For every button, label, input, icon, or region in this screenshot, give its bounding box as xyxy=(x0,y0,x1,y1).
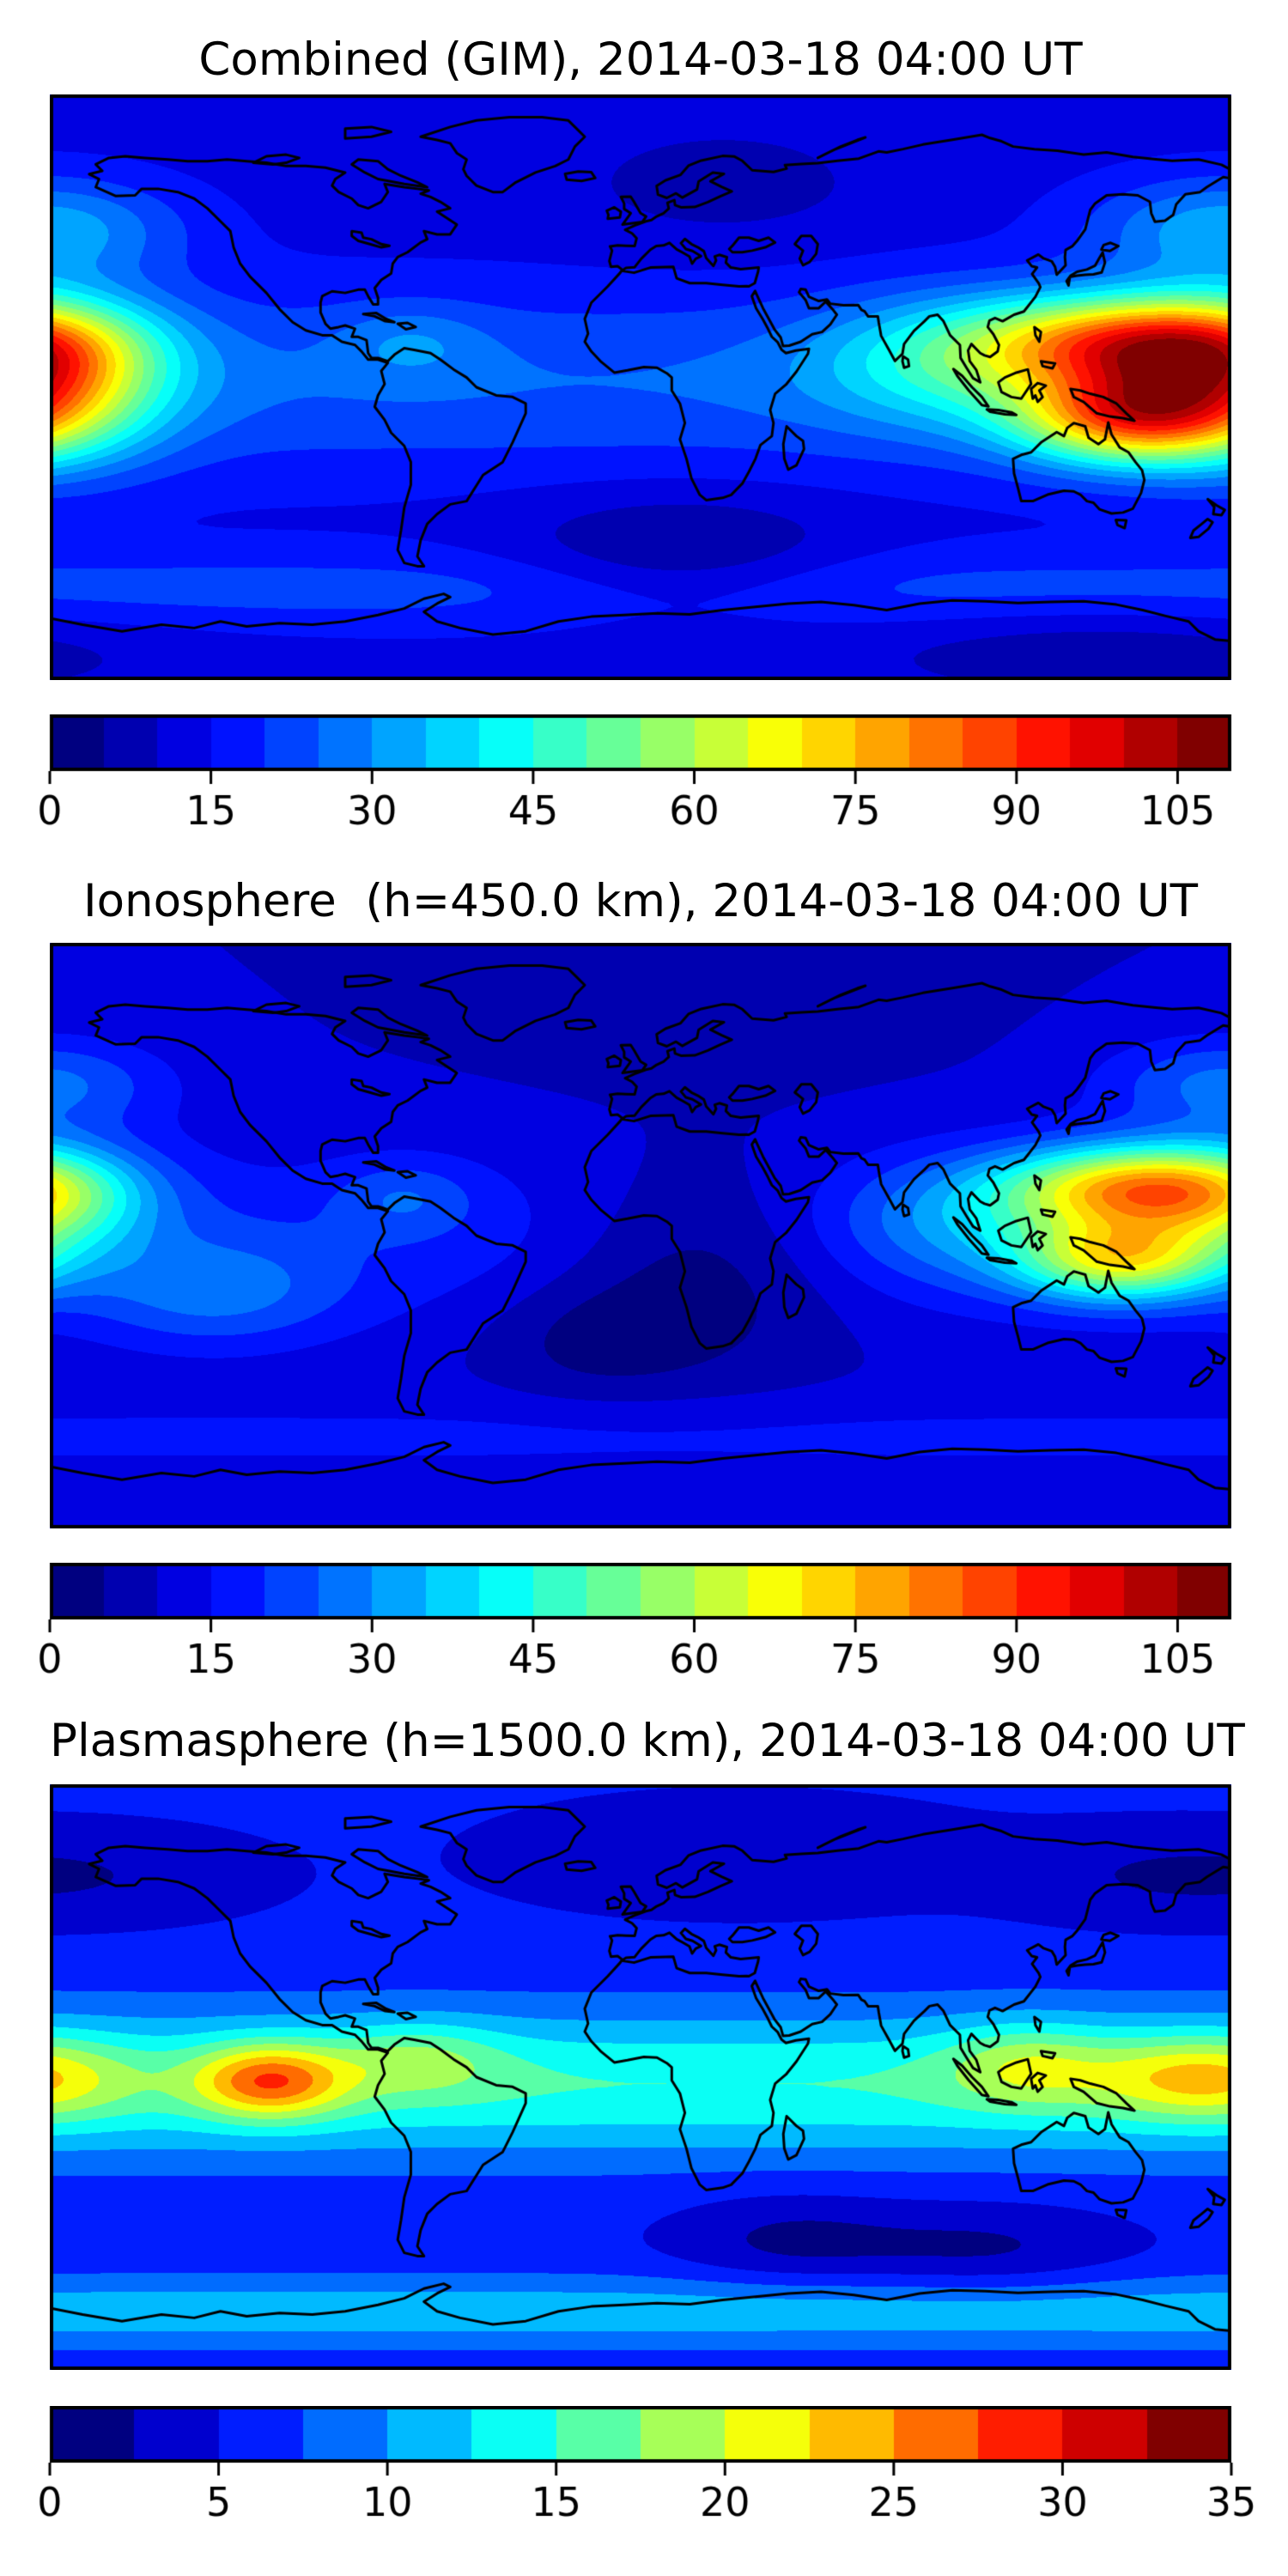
map-canvas-plasmasphere xyxy=(50,1784,1231,2370)
panel-title-plasmasphere: Plasmasphere (h=1500.0 km), 2014-03-18 0… xyxy=(50,1715,1245,1767)
colorbar-canvas-combined xyxy=(15,714,1266,835)
colorbar-canvas-plasmasphere xyxy=(15,2406,1266,2526)
map-canvas-ionosphere xyxy=(50,943,1231,1528)
colorbar-canvas-ionosphere xyxy=(15,1563,1266,1683)
map-canvas-combined xyxy=(50,94,1231,680)
panel-title-combined: Combined (GIM), 2014-03-18 04:00 UT xyxy=(198,33,1083,86)
panel-title-ionosphere: Ionosphere (h=450.0 km), 2014-03-18 04:0… xyxy=(82,875,1198,927)
